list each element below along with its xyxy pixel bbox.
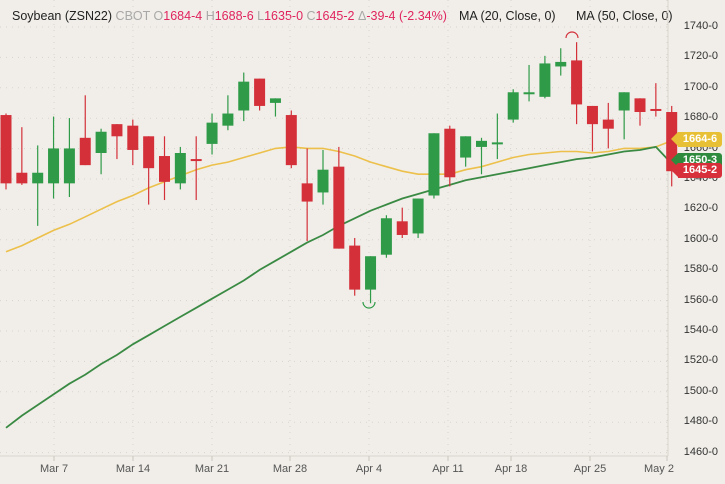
x-tick-label: Apr 11 (432, 463, 464, 475)
candle (380, 218, 392, 255)
candle (254, 78, 266, 106)
candle (586, 105, 598, 125)
candle (0, 115, 12, 184)
candle (269, 98, 281, 103)
x-tick-label: Mar 14 (115, 463, 151, 475)
exchange-label: CBOT (115, 9, 151, 23)
candle (555, 61, 567, 67)
y-tick-label: 1700-0 (683, 80, 718, 93)
high-value: 1688-6 (214, 9, 254, 23)
close-value: 1645-2 (315, 9, 355, 23)
candle (507, 92, 519, 120)
y-tick-label: 1580-0 (683, 263, 718, 276)
candle (143, 136, 155, 169)
high-label: H (205, 9, 215, 23)
candle (301, 183, 313, 202)
change-label: Δ (357, 9, 367, 23)
x-tick-label: May 2 (644, 463, 674, 475)
x-tick-label: Mar 28 (272, 463, 308, 475)
candle (174, 152, 186, 184)
candle (396, 221, 408, 235)
symbol-name: Soybean (ZSN22) (12, 9, 113, 23)
y-tick-label: 1460-0 (683, 445, 718, 458)
high-marker-icon (565, 31, 579, 39)
candle (618, 92, 630, 111)
candle (79, 137, 91, 166)
ma20-legend[interactable]: MA (20, Close, 0) (459, 9, 556, 23)
ma50-legend[interactable]: MA (50, Close, 0) (576, 9, 673, 23)
candle (285, 115, 297, 166)
candle (222, 113, 234, 126)
candle (476, 140, 487, 147)
candle (571, 60, 583, 105)
y-tick-label: 1500-0 (683, 384, 718, 397)
low-value: 1635-0 (264, 9, 304, 23)
candle (333, 166, 345, 249)
x-tick-label: Apr 18 (494, 463, 528, 475)
x-tick-label: Apr 4 (355, 463, 383, 475)
candle (95, 131, 107, 153)
candle (460, 136, 472, 158)
candle (111, 124, 123, 137)
candle (428, 133, 440, 196)
candle (317, 169, 329, 193)
candle (16, 172, 28, 184)
y-tick-label: 1740-0 (683, 20, 718, 32)
close-label: C (306, 9, 316, 23)
candle (491, 142, 503, 145)
candle (444, 128, 456, 178)
candle (63, 148, 75, 184)
candle (650, 108, 662, 111)
candle (634, 98, 646, 113)
candle (349, 245, 361, 290)
y-tick-label: 1520-0 (683, 354, 718, 367)
open-label: O (153, 9, 164, 23)
candle (365, 256, 377, 290)
change-value: -39-4 (-2.34%) (366, 9, 447, 23)
x-tick-label: Mar 21 (194, 463, 230, 475)
y-tick-label: 1560-0 (683, 293, 718, 306)
candle (206, 122, 218, 144)
last-price-tag: 1645-2 (671, 163, 722, 178)
candle (523, 92, 535, 95)
candle (602, 119, 614, 129)
ma20-price-tag: 1664-6 (671, 132, 722, 147)
candle (48, 148, 60, 184)
candle (412, 198, 424, 234)
y-tick-label: 1480-0 (683, 415, 718, 428)
candle (127, 125, 139, 150)
candle (190, 159, 202, 162)
x-tick-label: Mar 7 (39, 463, 69, 475)
candle (159, 156, 170, 182)
candle (539, 63, 551, 97)
y-tick-label: 1540-0 (683, 324, 718, 336)
low-label: L (257, 9, 265, 23)
y-tick-label: 1720-0 (683, 50, 718, 63)
symbol-header: Soybean (ZSN22) CBOT O1684-4 H1688-6 L16… (12, 9, 447, 23)
candle (238, 81, 250, 111)
candle (32, 172, 44, 184)
y-tick-label: 1620-0 (683, 202, 718, 215)
open-value: 1684-4 (163, 9, 203, 23)
y-tick-label: 1600-0 (683, 232, 718, 245)
y-tick-label: 1680-0 (683, 111, 718, 124)
x-tick-label: Apr 25 (573, 463, 607, 475)
low-marker-icon (362, 301, 376, 309)
